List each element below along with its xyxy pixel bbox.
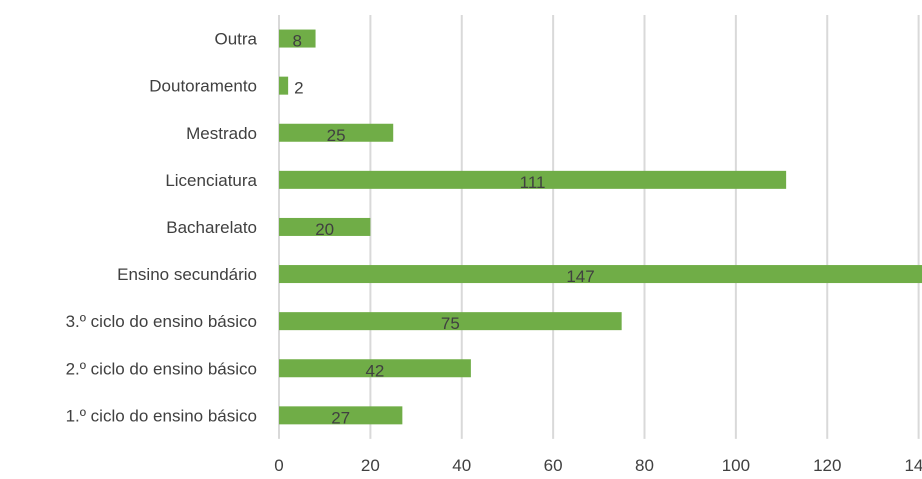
category-label: Doutoramento [149,77,257,96]
bar [279,312,622,331]
x-tick-label: 60 [544,456,563,475]
bar [279,29,316,48]
bar [279,170,787,189]
data-label: 8 [293,32,302,51]
data-label: 25 [327,126,346,145]
category-labels: Outra Doutoramento Mestrado Licenciatura Bac… [66,30,258,426]
data-label: 75 [441,314,460,333]
category-label: Bacharelato [166,218,257,237]
data-label: 111 [520,173,546,192]
x-tick-label: 20 [361,456,380,475]
data-label: 147 [566,267,594,286]
category-label: Outra [214,30,257,49]
category-label: 2.º ciclo do ensino básico [66,359,257,378]
data-labels: 8 2 25 111 20 147 75 42 27 [293,32,595,428]
data-label: 27 [331,408,350,427]
x-axis-tick-labels: 0 20 40 60 80 100 120 140 [274,456,922,475]
category-label: Mestrado [186,124,257,143]
x-tick-label: 80 [635,456,654,475]
x-tick-label: 0 [274,456,283,475]
data-label: 20 [315,220,334,239]
data-label: 42 [365,361,384,380]
bar [279,123,394,142]
category-label: 1.º ciclo do ensino básico [66,406,257,425]
category-label: Licenciatura [165,171,257,190]
bar [279,217,371,236]
gridlines [278,15,920,439]
category-label: 3.º ciclo do ensino básico [66,312,257,331]
data-label: 2 [294,79,303,98]
bar [279,265,922,284]
x-tick-label: 100 [722,456,750,475]
bar [279,406,403,425]
category-label: Ensino secundário [117,265,257,284]
x-tick-label: 140 [904,456,922,475]
x-tick-label: 120 [813,456,841,475]
x-tick-label: 40 [452,456,471,475]
bars [279,29,922,425]
bar [279,359,471,378]
bar [279,76,289,95]
